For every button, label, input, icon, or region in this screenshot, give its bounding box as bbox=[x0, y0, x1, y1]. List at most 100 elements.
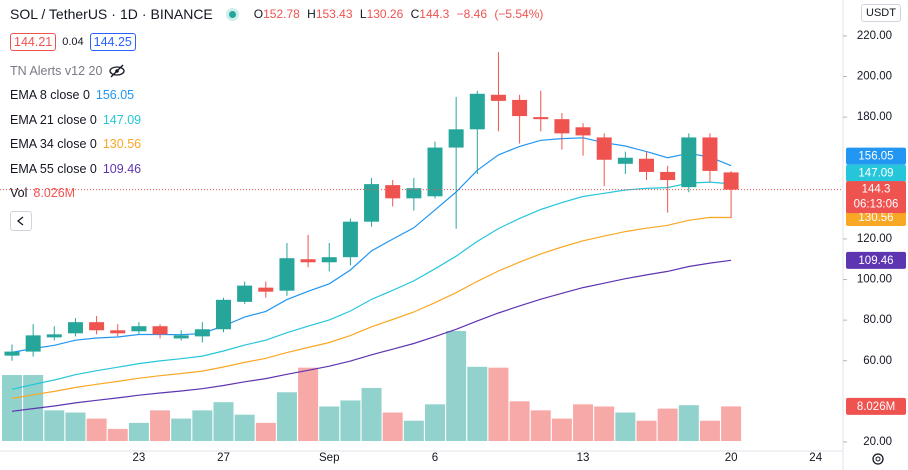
volume-bar bbox=[319, 406, 340, 441]
x-tick-label: 6 bbox=[432, 452, 438, 464]
price-label: 109.46 bbox=[858, 255, 893, 267]
volume-bar bbox=[699, 420, 720, 441]
legend-value: 109.46 bbox=[102, 161, 142, 176]
legend-label: EMA 8 close 0 bbox=[10, 88, 90, 102]
close-label-box bbox=[846, 181, 906, 214]
candle-body bbox=[364, 184, 380, 222]
candle-body bbox=[702, 137, 718, 171]
candle-body bbox=[427, 147, 443, 197]
y-tick-label: 180.00 bbox=[857, 111, 892, 123]
volume-bar bbox=[255, 422, 276, 441]
legend-item: EMA 8 close 0 156.05 bbox=[10, 88, 134, 102]
candle-body bbox=[575, 127, 591, 136]
ohlc-label: O bbox=[253, 7, 264, 21]
y-tick-label: 60.00 bbox=[863, 355, 892, 367]
candle-body bbox=[152, 326, 168, 335]
volume-bar bbox=[721, 406, 742, 441]
volume-name: Vol bbox=[10, 186, 28, 200]
currency-button[interactable]: USDT bbox=[861, 4, 901, 22]
candle-body bbox=[300, 259, 316, 263]
candle-body bbox=[110, 330, 126, 334]
volume-bar bbox=[403, 420, 424, 441]
volume-label: 8.026M bbox=[857, 401, 895, 413]
ohlc-value: 144.3 bbox=[419, 7, 450, 21]
candle-body bbox=[554, 119, 570, 134]
ohlc-label: C bbox=[410, 7, 420, 21]
candle-body bbox=[258, 287, 274, 292]
volume-bar bbox=[298, 367, 319, 441]
legend-value: 147.09 bbox=[102, 112, 142, 127]
volume-bar bbox=[234, 414, 255, 441]
volume-bar bbox=[44, 410, 65, 441]
market-dot bbox=[228, 10, 236, 18]
volume-bar bbox=[615, 412, 636, 441]
indicator-name: TN Alerts v12 20 bbox=[10, 64, 103, 78]
candle-body bbox=[25, 335, 41, 352]
candle-body bbox=[237, 285, 253, 302]
x-tick-label: 23 bbox=[133, 452, 146, 464]
candle-body bbox=[448, 129, 464, 148]
volume-bar bbox=[65, 412, 86, 441]
symbol: SOL / TetherUS bbox=[10, 6, 108, 22]
y-tick-label: 100.00 bbox=[857, 274, 892, 286]
price-label: 130.56 bbox=[858, 212, 893, 224]
price-label: 156.05 bbox=[858, 151, 893, 163]
volume-bar bbox=[551, 418, 572, 441]
volume-bar bbox=[107, 428, 128, 441]
volume-bar bbox=[340, 400, 361, 441]
volume-bar bbox=[2, 375, 22, 441]
exchange: BINANCE bbox=[150, 6, 213, 22]
countdown: 06:13:06 bbox=[854, 199, 899, 211]
volume-bar bbox=[86, 418, 107, 441]
candle-body bbox=[342, 221, 358, 258]
change: −8.46 bbox=[456, 7, 488, 21]
volume-bar bbox=[192, 410, 213, 441]
candle-body bbox=[681, 137, 697, 188]
volume-bar bbox=[657, 408, 678, 441]
ema-line bbox=[11, 259, 732, 412]
candle-body bbox=[321, 257, 337, 263]
volume-bar bbox=[573, 404, 594, 441]
ohlc-value: 130.26 bbox=[366, 7, 404, 21]
y-tick-label: 20.00 bbox=[863, 436, 892, 448]
x-tick-label: 27 bbox=[217, 452, 230, 464]
ohlc: O152.78 H153.43 L130.26 C144.3 −8.46 (−5… bbox=[254, 7, 548, 21]
indicator-row: TN Alerts v12 20 bbox=[10, 64, 126, 78]
legend-item: EMA 21 close 0 147.09 bbox=[10, 113, 141, 127]
candle-body bbox=[173, 335, 189, 339]
candle-body bbox=[490, 94, 506, 101]
x-tick-label: 24 bbox=[809, 452, 822, 464]
candle-body bbox=[596, 137, 612, 160]
ohlc-label: H bbox=[307, 7, 316, 21]
price-label-box bbox=[846, 147, 906, 165]
price-label-box bbox=[846, 164, 906, 182]
volume-bar bbox=[425, 404, 445, 441]
volume-bar bbox=[509, 401, 530, 441]
ask[interactable]: 144.25 bbox=[89, 33, 136, 51]
volume-bar bbox=[446, 331, 467, 441]
volume-label-box bbox=[846, 397, 906, 415]
x-tick-label: Sep bbox=[319, 452, 339, 464]
volume-bar bbox=[467, 366, 488, 441]
volume-bar bbox=[530, 410, 551, 441]
volume-bar bbox=[488, 367, 509, 441]
x-tick-label: 20 bbox=[725, 452, 738, 464]
bid-ask: 144.21 0.04 144.25 bbox=[10, 33, 136, 51]
y-tick-label: 80.00 bbox=[863, 314, 892, 326]
volume-bar bbox=[382, 412, 403, 441]
collapse-button[interactable] bbox=[10, 211, 32, 231]
legend-label: EMA 34 close 0 bbox=[10, 137, 97, 151]
price-label-box bbox=[846, 251, 906, 269]
hidden-icon[interactable] bbox=[108, 64, 126, 78]
candle-body bbox=[279, 258, 295, 291]
volume-bar bbox=[678, 405, 699, 441]
header: SOL / TetherUS · 1D · BINANCE O152.78 H1… bbox=[10, 6, 547, 22]
ema-line bbox=[11, 216, 732, 400]
settings-icon[interactable] bbox=[868, 449, 888, 469]
y-tick-label: 120.00 bbox=[857, 233, 892, 245]
candle-body bbox=[723, 172, 739, 190]
bid[interactable]: 144.21 bbox=[10, 33, 57, 51]
candle-body bbox=[89, 322, 105, 331]
candle-body bbox=[533, 117, 549, 120]
candle-body bbox=[194, 329, 210, 337]
